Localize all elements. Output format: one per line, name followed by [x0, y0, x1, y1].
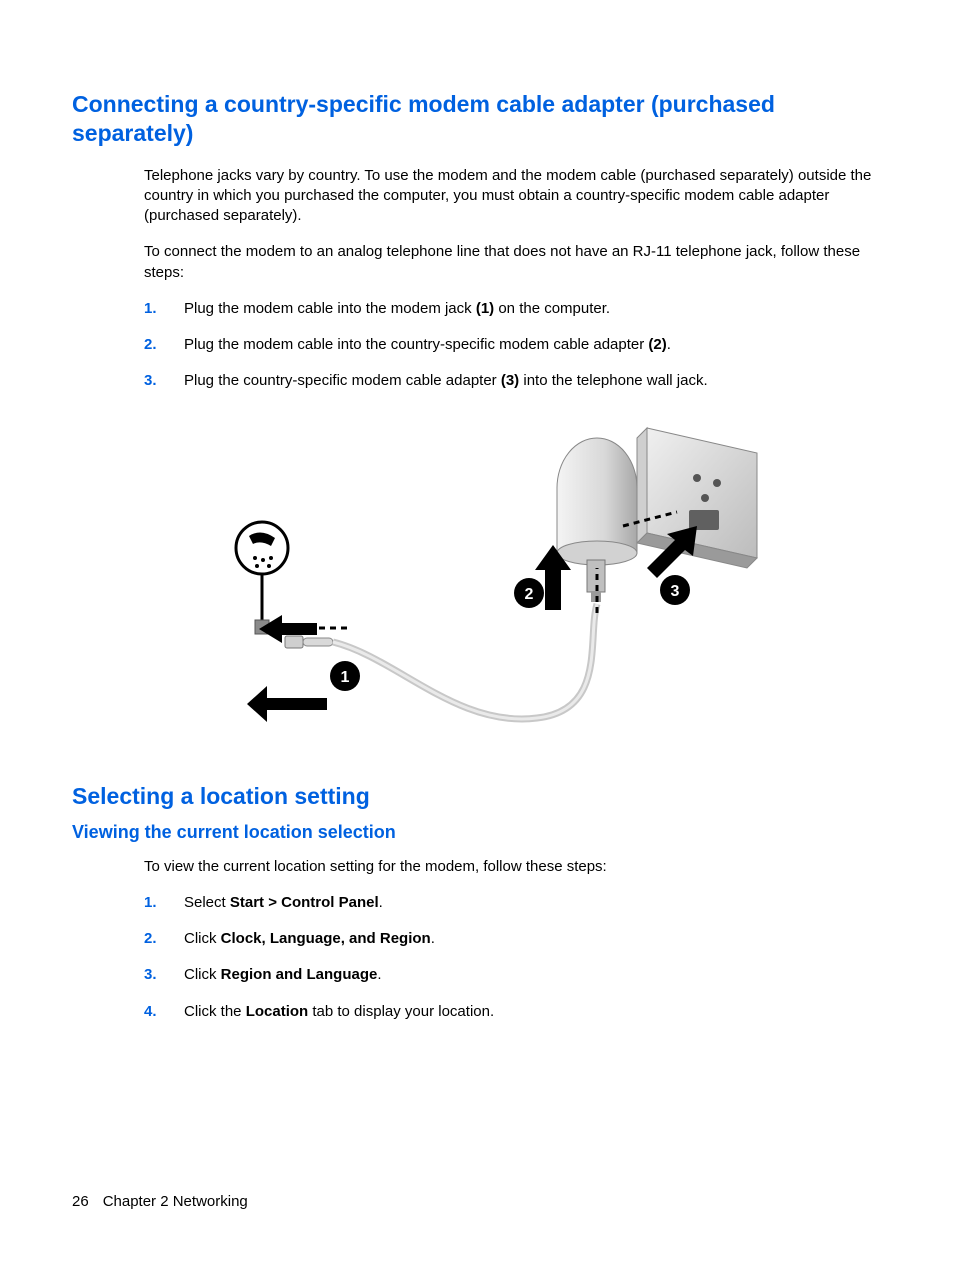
cable-icon	[333, 604, 597, 719]
step-number: 3.	[144, 965, 157, 985]
steps-connecting: 1. Plug the modem cable into the modem j…	[72, 299, 882, 392]
para-intro-2: To connect the modem to an analog teleph…	[72, 242, 882, 283]
step-text-post: .	[431, 930, 435, 947]
step-number: 4.	[144, 1002, 157, 1022]
step-bold: (3)	[501, 372, 519, 389]
step-number: 2.	[144, 929, 157, 949]
step-4: 4. Click the Location tab to display you…	[144, 1002, 882, 1022]
para-intro-1: Telephone jacks vary by country. To use …	[72, 166, 882, 227]
step-text-pre: Click	[184, 966, 221, 983]
step-text-pre: Plug the country-specific modem cable ad…	[184, 372, 501, 389]
cable-plug-icon	[285, 636, 333, 648]
step-text-post: on the computer.	[494, 300, 610, 317]
step-text-pre: Select	[184, 894, 230, 911]
step-text-post: .	[377, 966, 381, 983]
step-3: 3. Click Region and Language.	[144, 965, 882, 985]
page: Connecting a country-specific modem cabl…	[0, 0, 954, 1270]
step-text-pre: Plug the modem cable into the modem jack	[184, 300, 476, 317]
step-2: 2. Click Clock, Language, and Region.	[144, 929, 882, 949]
callout-label: 2	[525, 586, 534, 603]
wall-jack-icon	[637, 428, 757, 568]
diagram-modem-adapter: 1 2 3	[177, 408, 777, 753]
callout-label: 1	[341, 669, 350, 686]
step-text-post: tab to display your location.	[308, 1003, 494, 1020]
step-bold: Start > Control Panel	[230, 894, 379, 911]
page-number: 26	[72, 1193, 89, 1210]
para-viewing: To view the current location setting for…	[72, 857, 882, 877]
step-2: 2. Plug the modem cable into the country…	[144, 335, 882, 355]
chapter-label: Chapter 2 Networking	[103, 1193, 248, 1210]
step-bold: Region and Language	[221, 966, 378, 983]
step-bold: Clock, Language, and Region	[221, 930, 431, 947]
heading-connecting-adapter: Connecting a country-specific modem cabl…	[72, 90, 882, 148]
callout-3-icon: 3	[660, 575, 690, 605]
step-bold: (2)	[648, 336, 666, 353]
diagram-svg: 1 2 3	[177, 408, 777, 748]
step-bold: (1)	[476, 300, 494, 317]
callout-1-icon: 1	[330, 661, 360, 691]
step-bold: Location	[246, 1003, 309, 1020]
step-number: 3.	[144, 371, 157, 391]
step-number: 1.	[144, 893, 157, 913]
step-text-post: .	[379, 894, 383, 911]
step-3: 3. Plug the country-specific modem cable…	[144, 371, 882, 391]
heading-selecting-location: Selecting a location setting	[72, 783, 882, 810]
step-number: 1.	[144, 299, 157, 319]
step-number: 2.	[144, 335, 157, 355]
step-text-pre: Click	[184, 930, 221, 947]
step-text-post: .	[667, 336, 671, 353]
heading-viewing-location: Viewing the current location selection	[72, 822, 882, 843]
page-footer: 26 Chapter 2 Networking	[72, 1193, 248, 1210]
steps-location: 1. Select Start > Control Panel. 2. Clic…	[72, 893, 882, 1022]
callout-label: 3	[671, 583, 680, 600]
step-1: 1. Plug the modem cable into the modem j…	[144, 299, 882, 319]
step-1: 1. Select Start > Control Panel.	[144, 893, 882, 913]
step-text-pre: Click the	[184, 1003, 246, 1020]
step-text-post: into the telephone wall jack.	[519, 372, 707, 389]
step-text-pre: Plug the modem cable into the country-sp…	[184, 336, 648, 353]
callout-2-icon: 2	[514, 578, 544, 608]
